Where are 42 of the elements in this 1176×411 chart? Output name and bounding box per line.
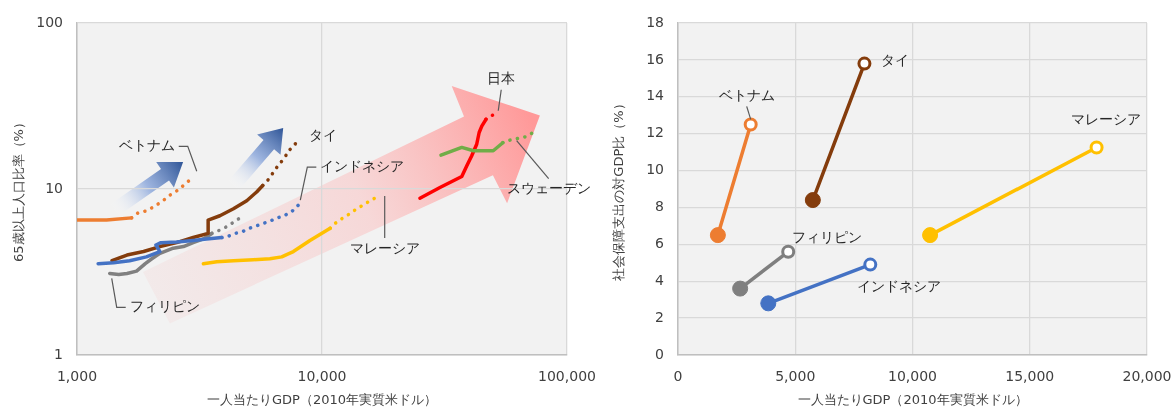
series-label: タイ xyxy=(881,52,910,69)
series-label: タイ xyxy=(308,126,337,143)
series-label: インドネシア xyxy=(857,278,942,295)
x-tick-label: 15,000 xyxy=(1005,368,1055,385)
x-tick-label: 100,000 xyxy=(538,368,596,385)
y-tick-label: 2 xyxy=(655,308,664,325)
y-tick-label: 10 xyxy=(45,179,63,196)
series-label: フィリピン xyxy=(129,298,200,315)
point xyxy=(922,227,939,244)
y-axis-title: 社会保障支出の対GDP比（%） xyxy=(611,97,627,281)
y-tick-label: 12 xyxy=(646,124,664,141)
point xyxy=(760,295,777,312)
y-tick-label: 14 xyxy=(646,87,665,104)
series-label: マレーシア xyxy=(349,239,420,256)
y-tick-label: 8 xyxy=(655,198,664,215)
series-label: マレーシア xyxy=(1070,111,1141,128)
text: スウェーデン xyxy=(506,180,591,197)
series-label: ベトナム xyxy=(718,87,775,104)
point xyxy=(804,192,821,209)
text: ベトナム xyxy=(118,136,175,153)
x-axis-title: 一人当たりGDP（2010年実質米ドル） xyxy=(797,391,1028,407)
y-tick-label: 6 xyxy=(655,234,665,251)
y-axis-title: 65歳以上人口比率（%） xyxy=(11,116,27,262)
point xyxy=(709,227,726,244)
x-tick-label: 1,000 xyxy=(56,368,98,385)
y-tick-label: 10 xyxy=(646,161,664,178)
y-tick-label: 16 xyxy=(646,50,665,67)
text: インドネシア xyxy=(320,157,405,174)
y-tick-label: 18 xyxy=(646,13,664,30)
x-tick-label: 20,000 xyxy=(1122,368,1172,385)
x-axis-title: 一人当たりGDP（2010年実質米ドル） xyxy=(206,391,438,407)
x-tick-label: 0 xyxy=(673,368,683,385)
x-tick-label: 5,000 xyxy=(775,368,816,385)
series-label: フィリピン xyxy=(792,229,863,246)
y-tick-label: 100 xyxy=(36,13,63,30)
y-tick-label: 1 xyxy=(54,345,63,362)
y-tick-label: 4 xyxy=(655,271,665,288)
x-tick-label: 10,000 xyxy=(888,368,937,385)
y-tick-label: 0 xyxy=(655,345,664,362)
text: 日本 xyxy=(487,70,516,87)
point xyxy=(732,280,749,297)
x-tick-label: 10,000 xyxy=(297,368,347,385)
